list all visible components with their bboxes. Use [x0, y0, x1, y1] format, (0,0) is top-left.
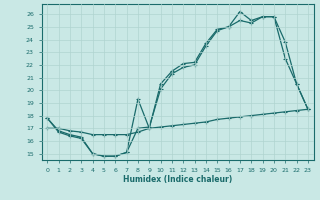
X-axis label: Humidex (Indice chaleur): Humidex (Indice chaleur)	[123, 175, 232, 184]
